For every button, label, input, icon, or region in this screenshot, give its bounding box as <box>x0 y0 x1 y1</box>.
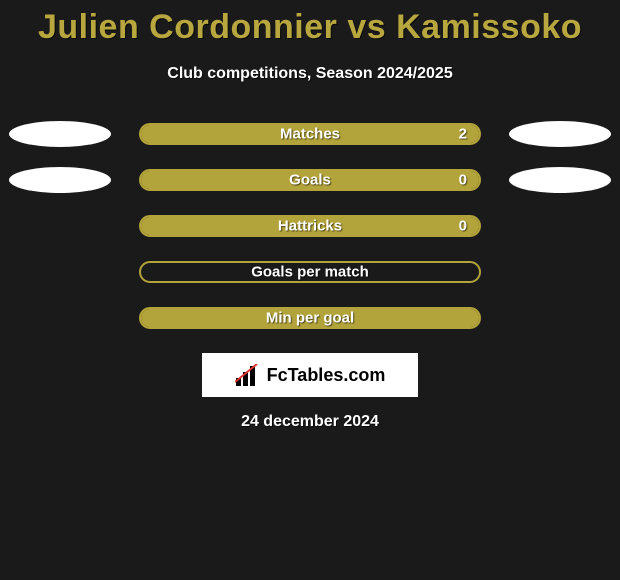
logo-box: FcTables.com <box>202 353 418 397</box>
stat-label: Min per goal <box>266 310 354 327</box>
spacer <box>1 215 139 237</box>
stat-label: Hattricks <box>278 218 342 235</box>
page-title: Julien Cordonnier vs Kamissoko <box>0 0 620 47</box>
stat-row: Matches 2 <box>0 123 620 145</box>
stat-value: 2 <box>459 126 467 143</box>
left-ellipse <box>9 121 111 147</box>
spacer <box>1 261 139 283</box>
stat-value: 0 <box>459 218 467 235</box>
stat-bar: Goals per match <box>139 261 481 283</box>
logo: FcTables.com <box>235 364 386 386</box>
right-ellipse <box>509 121 611 147</box>
stat-label: Matches <box>280 126 340 143</box>
subtitle: Club competitions, Season 2024/2025 <box>0 65 620 83</box>
spacer <box>481 215 619 237</box>
stat-bar: Hattricks 0 <box>139 215 481 237</box>
right-ellipse <box>509 167 611 193</box>
stat-row: Goals per match <box>0 261 620 283</box>
stat-row: Hattricks 0 <box>0 215 620 237</box>
bars-icon <box>235 364 261 386</box>
stat-label: Goals <box>289 172 331 189</box>
spacer <box>1 307 139 329</box>
stat-row: Goals 0 <box>0 169 620 191</box>
logo-text: FcTables.com <box>267 365 386 386</box>
stat-label: Goals per match <box>251 264 369 281</box>
spacer <box>481 261 619 283</box>
stats-area: Matches 2 Goals 0 Hattricks 0 Goals per match M… <box>0 123 620 329</box>
stat-row: Min per goal <box>0 307 620 329</box>
spacer <box>481 307 619 329</box>
left-ellipse <box>9 167 111 193</box>
stat-bar: Goals 0 <box>139 169 481 191</box>
stat-bar: Matches 2 <box>139 123 481 145</box>
stat-bar: Min per goal <box>139 307 481 329</box>
stat-value: 0 <box>459 172 467 189</box>
date: 24 december 2024 <box>0 413 620 431</box>
